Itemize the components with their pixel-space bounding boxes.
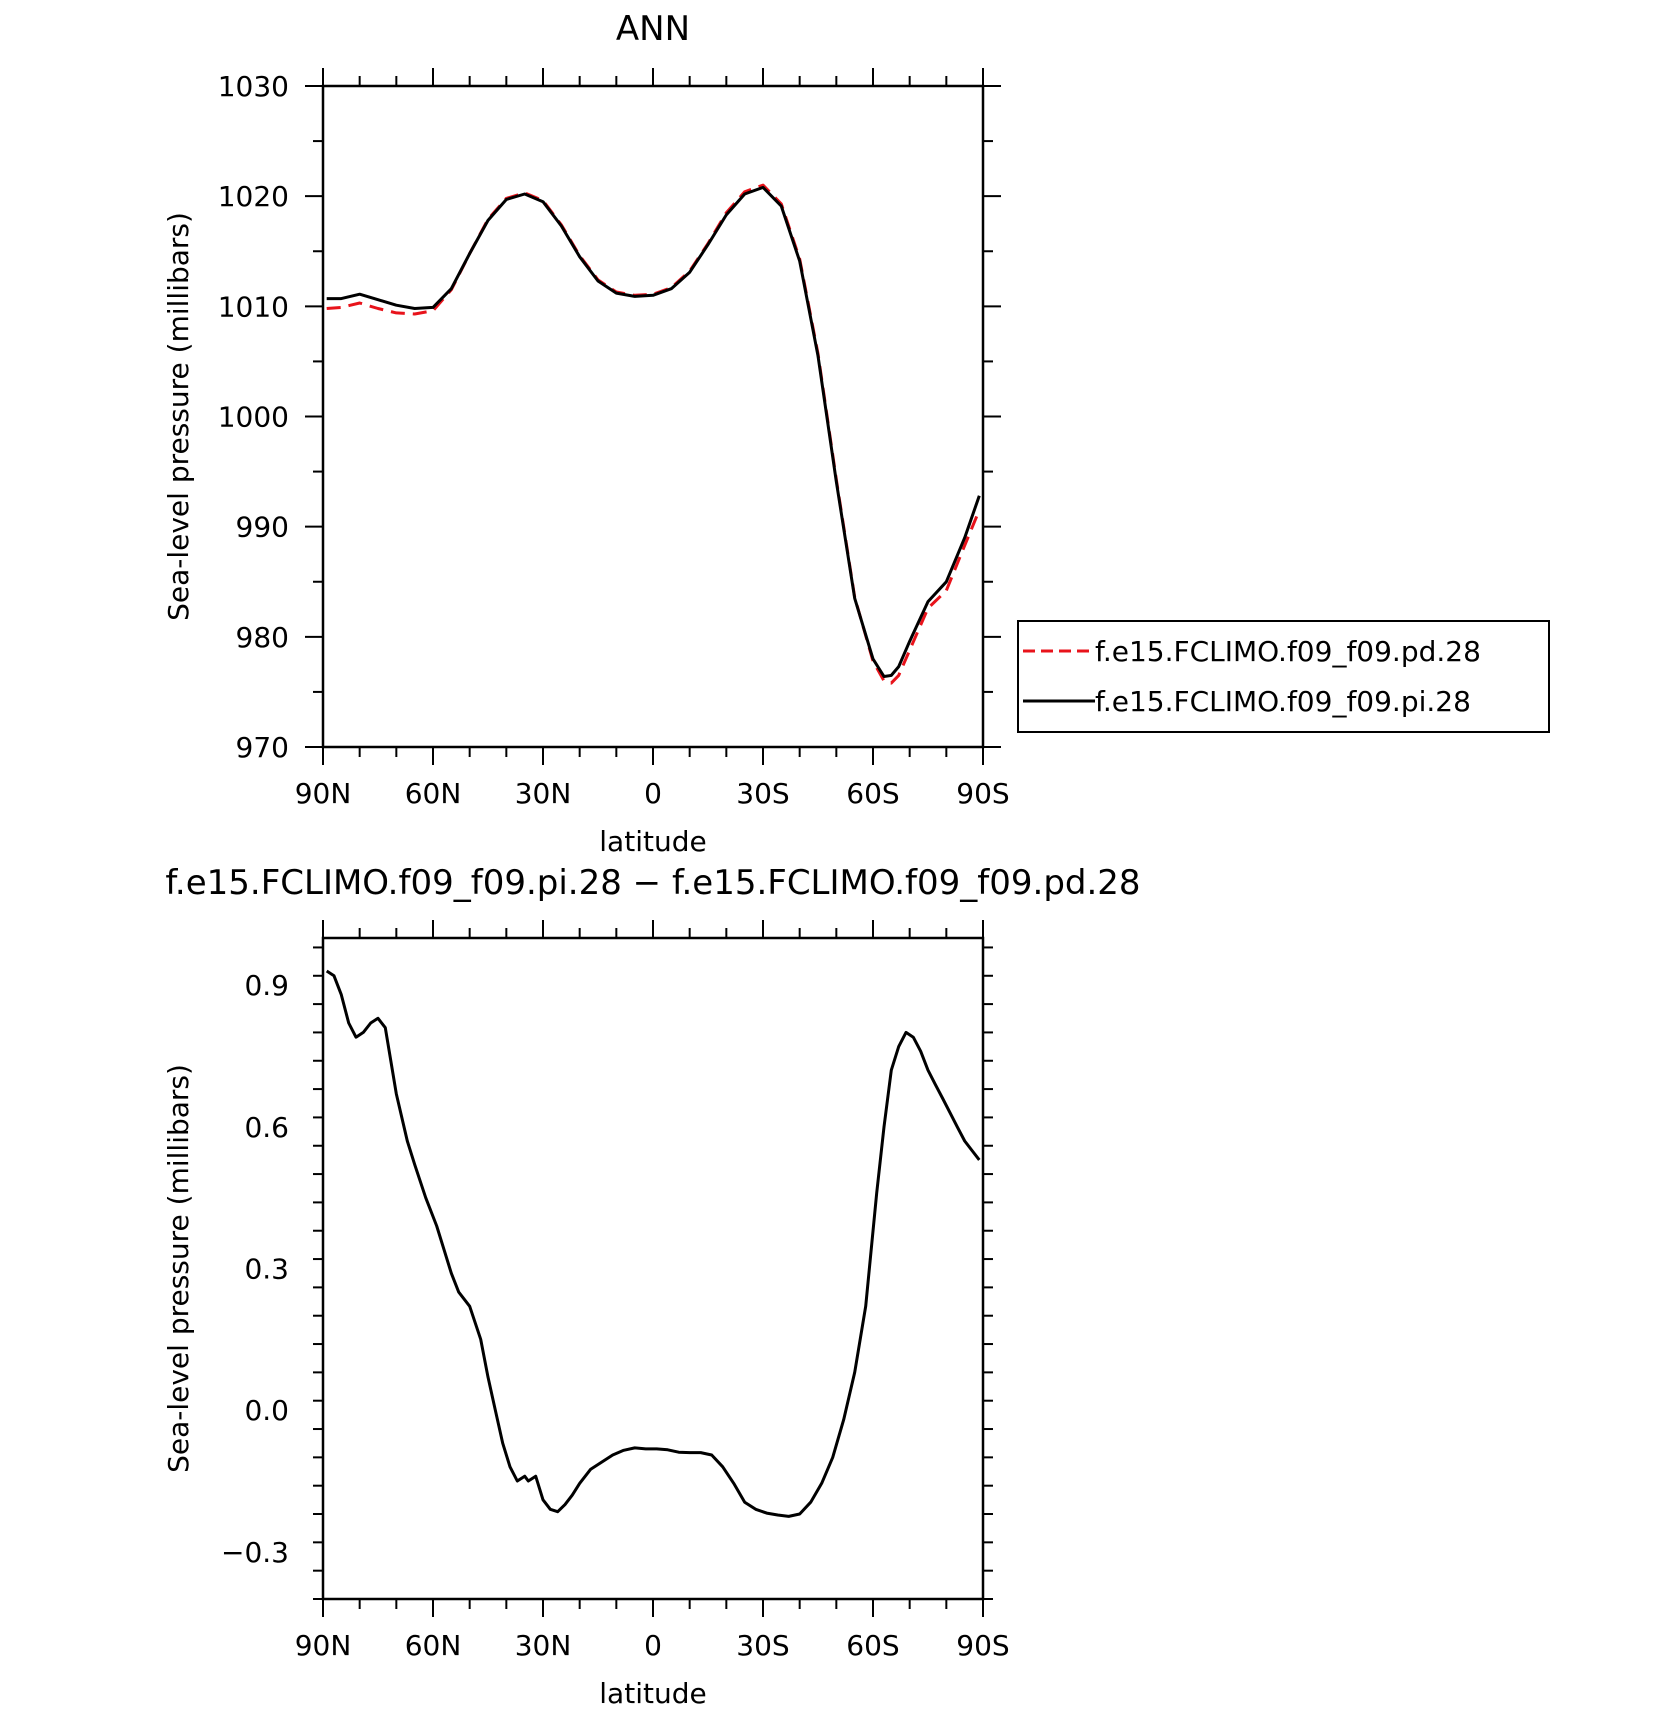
y-tick-label: 1030 bbox=[218, 70, 289, 103]
x-tick-label: 30S bbox=[736, 1629, 789, 1662]
y-tick-label: 980 bbox=[236, 621, 289, 654]
y-tick-label: 0.6 bbox=[244, 1111, 289, 1144]
legend-entry-1: f.e15.FCLIMO.f09_f09.pi.28 bbox=[1095, 685, 1471, 718]
y-tick-label: 0.9 bbox=[244, 969, 289, 1002]
legend-box bbox=[1017, 620, 1550, 733]
y-tick-label: 0.0 bbox=[244, 1394, 289, 1427]
legend: f.e15.FCLIMO.f09_f09.pd.28 f.e15.FCLIMO.f… bbox=[1017, 620, 1550, 733]
chart-title: f.e15.FCLIMO.f09_f09.pi.28 − f.e15.FCLIM… bbox=[165, 863, 1140, 903]
x-tick-label: 60N bbox=[405, 1629, 462, 1662]
series-line-1 bbox=[326, 185, 981, 678]
x-tick-label: 90S bbox=[956, 1629, 1009, 1662]
x-axis-label: latitude bbox=[599, 825, 706, 858]
x-tick-label: 0 bbox=[644, 777, 662, 810]
x-tick-label: 90S bbox=[956, 777, 1009, 810]
chart-title: ANN bbox=[616, 9, 690, 49]
legend-entry-0: f.e15.FCLIMO.f09_f09.pd.28 bbox=[1095, 635, 1481, 668]
y-tick-label: 1000 bbox=[218, 401, 289, 434]
plot-frame bbox=[321, 936, 985, 1601]
x-tick-label: 90N bbox=[295, 1629, 352, 1662]
x-tick-label: 60S bbox=[846, 1629, 899, 1662]
y-tick-label: 0.3 bbox=[244, 1253, 289, 1286]
x-tick-label: 30N bbox=[515, 777, 572, 810]
x-tick-label: 60N bbox=[405, 777, 462, 810]
y-tick-label: 990 bbox=[236, 511, 289, 544]
x-tick-label: 60S bbox=[846, 777, 899, 810]
x-axis-label: latitude bbox=[599, 1677, 706, 1710]
y-tick-label: −0.3 bbox=[221, 1536, 289, 1569]
top-panel: ANN 90N 60N 30N 0 30S 60S 90S 970 980 990 1000 1010 1… bbox=[162, 9, 1550, 858]
series-line-0 bbox=[325, 969, 981, 1518]
bottom-panel: f.e15.FCLIMO.f09_f09.pi.28 − f.e15.FCLIM… bbox=[162, 863, 1141, 1710]
x-tick-label: 30S bbox=[736, 777, 789, 810]
y-tick-label: 1010 bbox=[218, 290, 289, 323]
x-tick-label: 30N bbox=[515, 1629, 572, 1662]
y-axis-label: Sea-level pressure (millibars) bbox=[162, 1064, 195, 1473]
plot-frame bbox=[321, 84, 985, 749]
x-tick-label: 90N bbox=[295, 777, 352, 810]
y-axis-label: Sea-level pressure (millibars) bbox=[162, 212, 195, 621]
y-tick-label: 1020 bbox=[218, 180, 289, 213]
y-tick-label: 970 bbox=[236, 731, 289, 764]
x-tick-label: 0 bbox=[644, 1629, 662, 1662]
series-line-0 bbox=[326, 183, 981, 685]
